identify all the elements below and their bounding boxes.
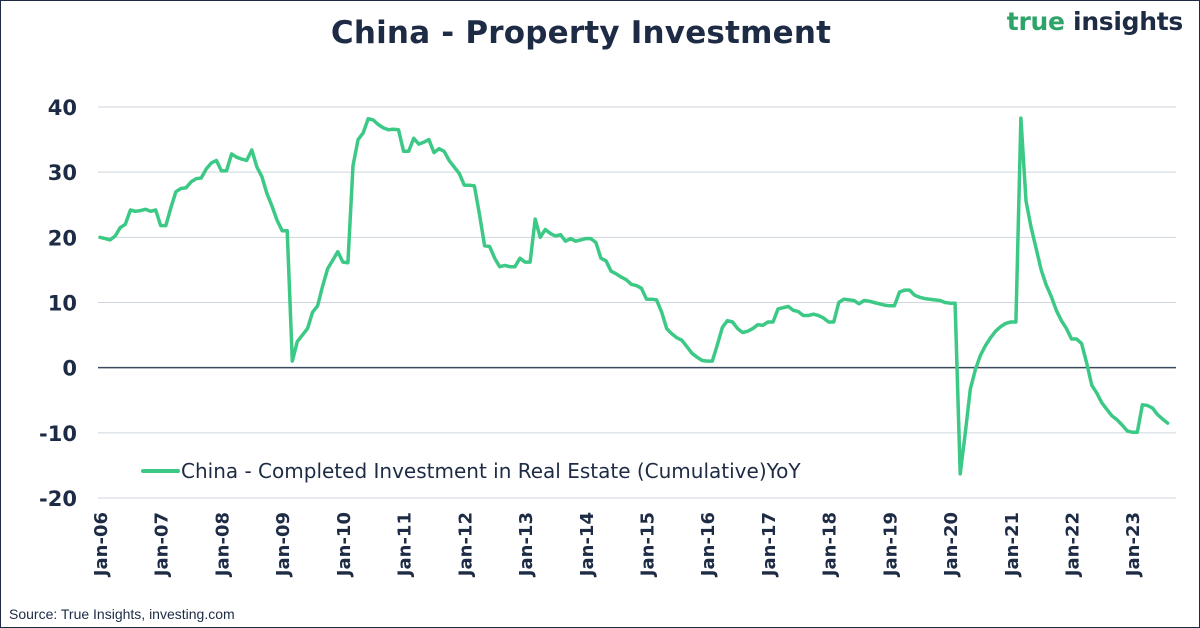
y-tick-label: 40 [48, 96, 77, 120]
grid-layer [98, 106, 1176, 499]
brand-logo: true insights [1006, 7, 1184, 36]
y-tick-label: -20 [39, 487, 77, 511]
x-tick-label: Jan-07 [152, 512, 173, 578]
x-tick-label: Jan-06 [91, 512, 112, 578]
x-axis-ticks: Jan-06 Jan-07 Jan-08 Jan-09 Jan-10 Jan-11 Jan-… [91, 512, 1144, 578]
x-tick-label: Jan-10 [334, 512, 355, 578]
y-tick-label: -10 [39, 422, 77, 446]
x-tick-label: Jan-08 [212, 512, 233, 578]
chart-title: China - Property Investment [330, 15, 832, 51]
x-tick-label: Jan-22 [1063, 512, 1084, 578]
x-tick-label: Jan-20 [941, 512, 962, 578]
y-tick-label: 20 [48, 226, 77, 250]
brand-logo-part2: insights [1064, 7, 1183, 36]
x-tick-label: Jan-19 [880, 512, 901, 578]
y-axis-ticks: -20 -10 0 10 20 30 40 [39, 96, 77, 511]
x-tick-label: Jan-14 [577, 512, 598, 578]
source-note: Source: True Insights, investing.com [9, 606, 235, 622]
legend-label: China - Completed Investment in Real Est… [181, 459, 801, 483]
brand-logo-part1: true [1006, 7, 1065, 36]
y-tick-label: 0 [62, 357, 77, 381]
x-tick-label: Jan-17 [759, 512, 780, 578]
y-tick-label: 30 [48, 161, 77, 185]
x-tick-label: Jan-18 [820, 512, 841, 578]
x-tick-label: Jan-16 [698, 512, 719, 578]
x-tick-label: Jan-15 [637, 512, 658, 578]
x-tick-label: Jan-11 [395, 512, 416, 578]
y-tick-label: 10 [48, 292, 77, 316]
x-tick-label: Jan-09 [273, 512, 294, 578]
x-tick-label: Jan-23 [1123, 512, 1144, 578]
legend: China - Completed Investment in Real Est… [141, 459, 801, 483]
x-tick-label: Jan-21 [1002, 512, 1023, 578]
x-tick-label: Jan-13 [516, 512, 537, 578]
x-tick-label: Jan-12 [455, 512, 476, 578]
series-line [98, 116, 1170, 476]
series-layer [98, 116, 1170, 476]
